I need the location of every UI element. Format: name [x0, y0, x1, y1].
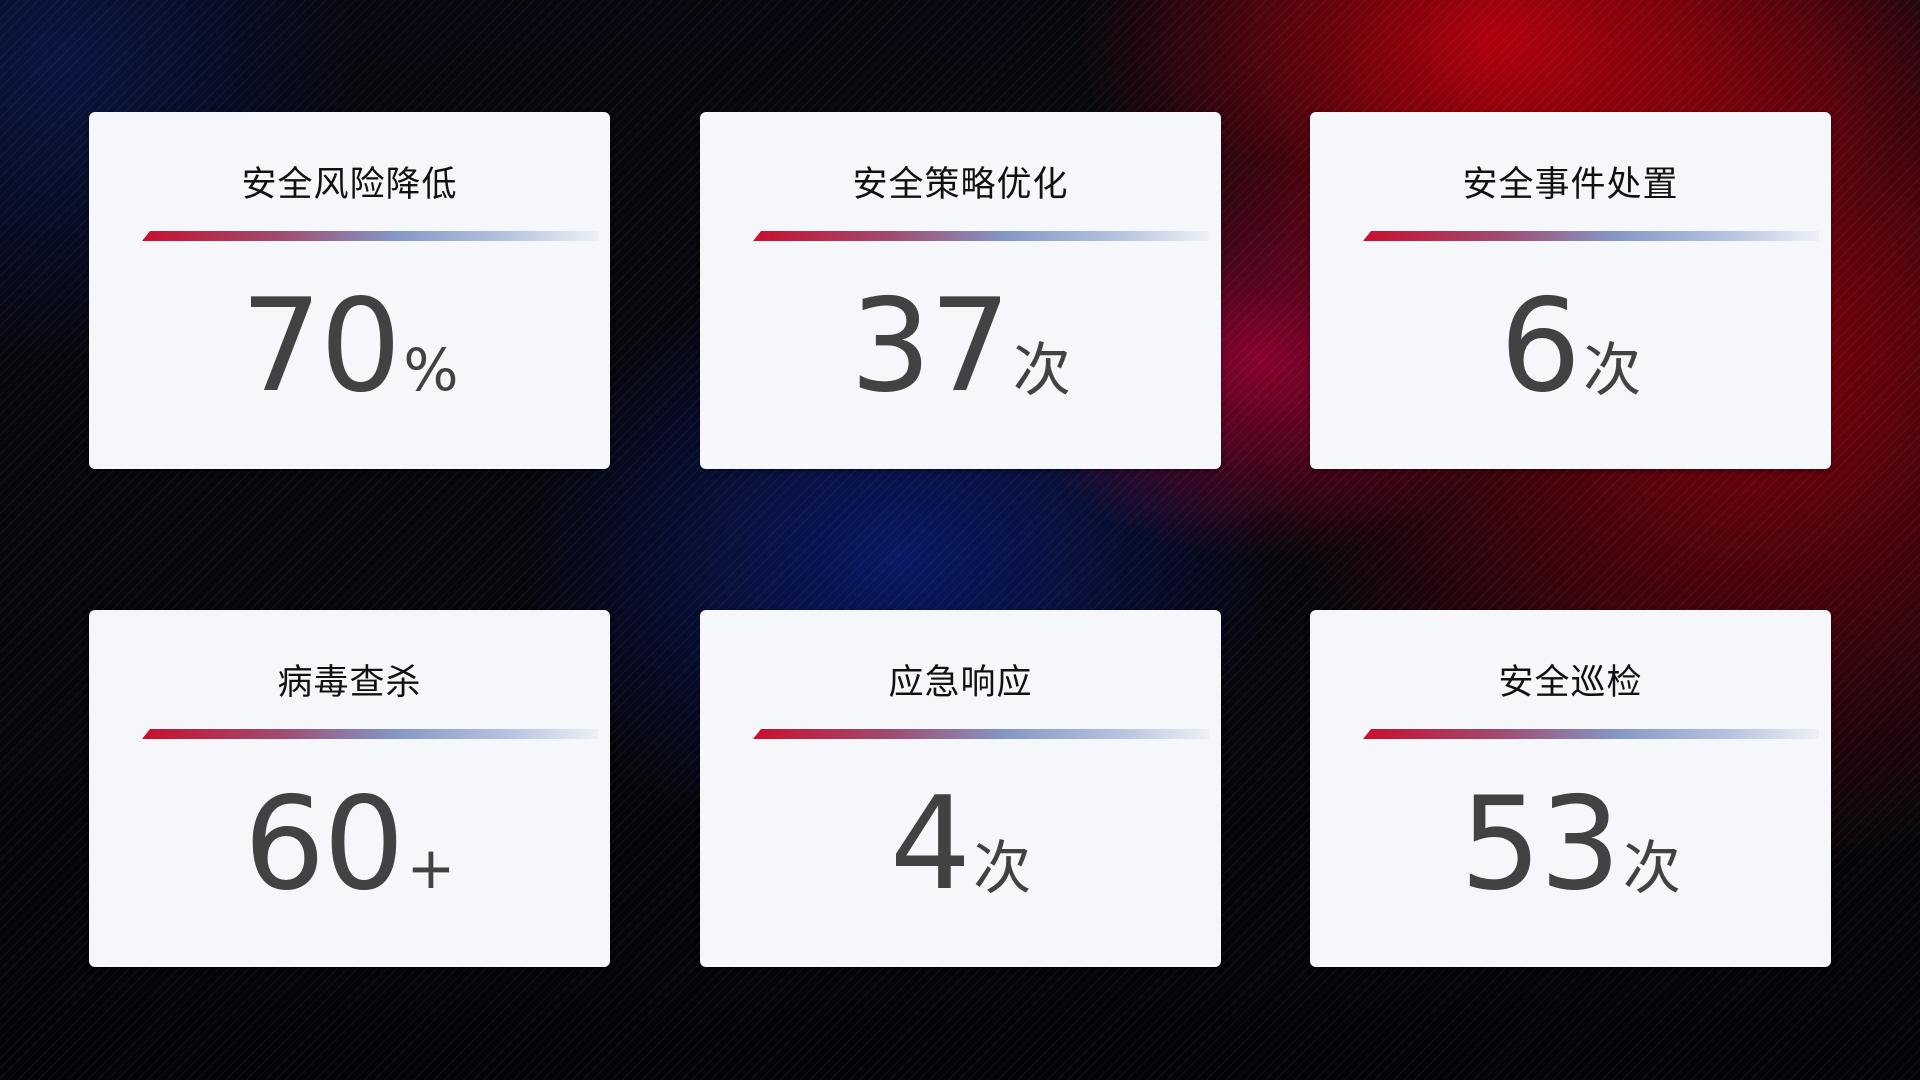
value-number: 4	[889, 770, 971, 919]
card-value: 60+	[89, 770, 610, 919]
card-value: 6次	[1310, 272, 1831, 421]
gradient-divider	[142, 729, 598, 739]
value-number: 60	[243, 770, 405, 919]
value-unit: 次	[1583, 336, 1642, 404]
card-title: 病毒查杀	[277, 663, 422, 703]
gradient-divider	[142, 231, 598, 241]
value-unit: 次	[973, 834, 1032, 902]
value-number: 37	[850, 272, 1011, 421]
value-number: 53	[1460, 770, 1621, 919]
gradient-divider	[1363, 729, 1819, 739]
stat-card-virus-removal: 病毒查杀 60+	[89, 610, 610, 967]
stat-card-emergency-response: 应急响应 4次	[700, 610, 1221, 967]
card-value: 70%	[89, 272, 610, 421]
card-title: 安全事件处置	[1462, 165, 1679, 205]
value-number: 6	[1499, 272, 1581, 421]
card-title: 安全巡检	[1498, 663, 1643, 703]
stat-card-risk-reduction: 安全风险降低 70%	[89, 112, 610, 469]
gradient-divider	[753, 729, 1209, 739]
value-unit: %	[403, 336, 459, 404]
value-unit: +	[406, 834, 456, 902]
card-title: 安全策略优化	[852, 165, 1069, 205]
card-title: 应急响应	[888, 663, 1033, 703]
value-unit: 次	[1012, 336, 1071, 404]
gradient-divider	[753, 231, 1209, 241]
stat-card-policy-optimization: 安全策略优化 37次	[700, 112, 1221, 469]
card-value: 37次	[700, 272, 1221, 421]
gradient-divider	[1363, 231, 1819, 241]
stat-card-security-inspection: 安全巡检 53次	[1310, 610, 1831, 967]
card-value: 4次	[700, 770, 1221, 919]
card-value: 53次	[1310, 770, 1831, 919]
value-number: 70	[240, 272, 402, 421]
card-title: 安全风险降低	[241, 165, 458, 205]
stat-card-incident-handling: 安全事件处置 6次	[1310, 112, 1831, 469]
value-unit: 次	[1622, 834, 1681, 902]
